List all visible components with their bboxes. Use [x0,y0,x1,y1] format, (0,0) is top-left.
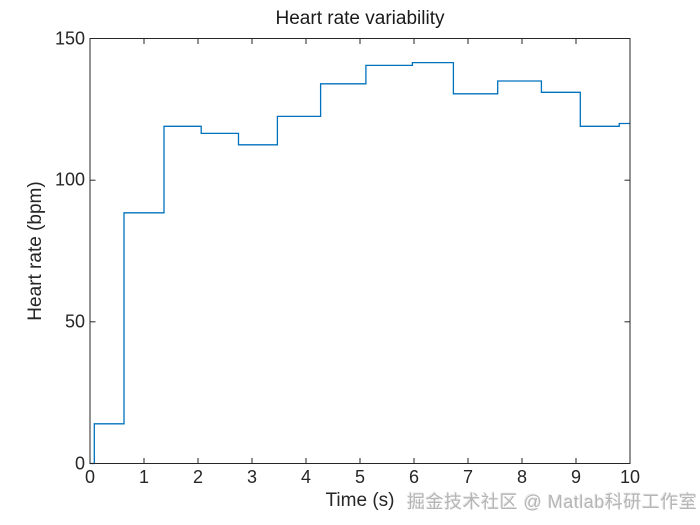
heart-rate-stairs-line [90,61,630,465]
chart-title: Heart rate variability [275,8,445,29]
axis-box [89,38,631,464]
x-tick-label: 7 [462,467,474,487]
y-axis-label: Heart rate (bpm) [25,181,46,321]
y-tick-label: 50 [64,311,85,332]
x-tick-label: 9 [570,467,582,487]
x-tick-label: 10 [619,467,641,487]
axis-ticks [89,38,631,464]
y-tick-label: 0 [74,453,85,473]
x-tick-label: 2 [192,467,204,487]
x-tick-label: 6 [408,467,420,487]
y-tick-label: 100 [54,169,85,190]
x-tick-label: 4 [300,467,312,487]
x-tick-label: 1 [138,467,150,487]
watermark: 掘金技术社区 @ Matlab科研工作室 [407,492,698,512]
x-axis-label: Time (s) [325,490,395,511]
x-tick-label: 5 [354,467,366,487]
x-tick-label: 0 [84,467,96,487]
x-tick-label: 8 [516,467,528,487]
x-tick-label: 3 [246,467,258,487]
y-tick-label: 150 [54,28,85,48]
